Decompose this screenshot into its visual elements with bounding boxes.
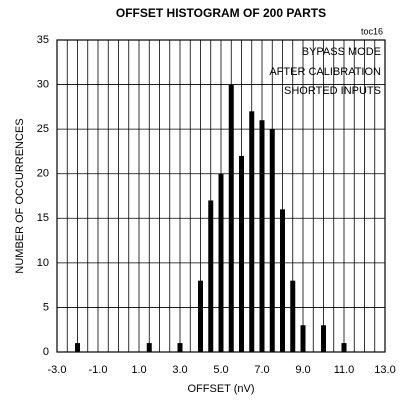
bar: [218, 173, 224, 352]
x-axis-label: OFFSET (nV): [187, 383, 254, 395]
x-tick-label: -1.0: [89, 364, 108, 376]
annotation: SHORTED INPUTS: [284, 85, 381, 97]
annotation: toc16: [361, 26, 383, 36]
y-tick-label: 10: [37, 257, 49, 269]
bar: [249, 111, 255, 352]
bar: [208, 200, 214, 352]
annotation: BYPASS MODE: [302, 46, 381, 58]
bar: [269, 129, 275, 352]
bar: [228, 84, 234, 353]
y-tick-label: 0: [43, 346, 49, 358]
annotation: AFTER CALIBRATION: [269, 66, 381, 78]
bar: [321, 325, 326, 352]
y-tick-label: 15: [37, 212, 49, 224]
x-tick-label: -3.0: [48, 364, 67, 376]
bar: [239, 155, 244, 352]
x-tick-label: 11.0: [334, 364, 355, 376]
bar: [177, 343, 183, 352]
y-tick-label: 25: [37, 123, 49, 135]
x-tick-label: 3.0: [172, 364, 187, 376]
y-tick-label: 20: [37, 168, 49, 180]
bar: [341, 343, 347, 352]
bar: [198, 280, 203, 352]
x-tick-label: 1.0: [131, 364, 146, 376]
x-tick-label: 9.0: [295, 364, 310, 376]
x-tick-label: 7.0: [254, 364, 269, 376]
bar: [259, 120, 265, 352]
y-tick-label: 5: [43, 301, 49, 313]
y-axis-label: NUMBER OF OCCURRENCES: [14, 118, 26, 273]
bar: [75, 343, 80, 352]
bar: [146, 343, 152, 352]
bar: [280, 209, 285, 352]
x-tick-label: 5.0: [213, 364, 228, 376]
y-tick-label: 35: [37, 34, 49, 46]
x-tick-label: 13.0: [374, 364, 395, 376]
bar: [290, 280, 296, 352]
bar: [300, 325, 306, 352]
chart-title: OFFSET HISTOGRAM OF 200 PARTS: [116, 6, 326, 20]
y-tick-label: 30: [37, 78, 49, 90]
